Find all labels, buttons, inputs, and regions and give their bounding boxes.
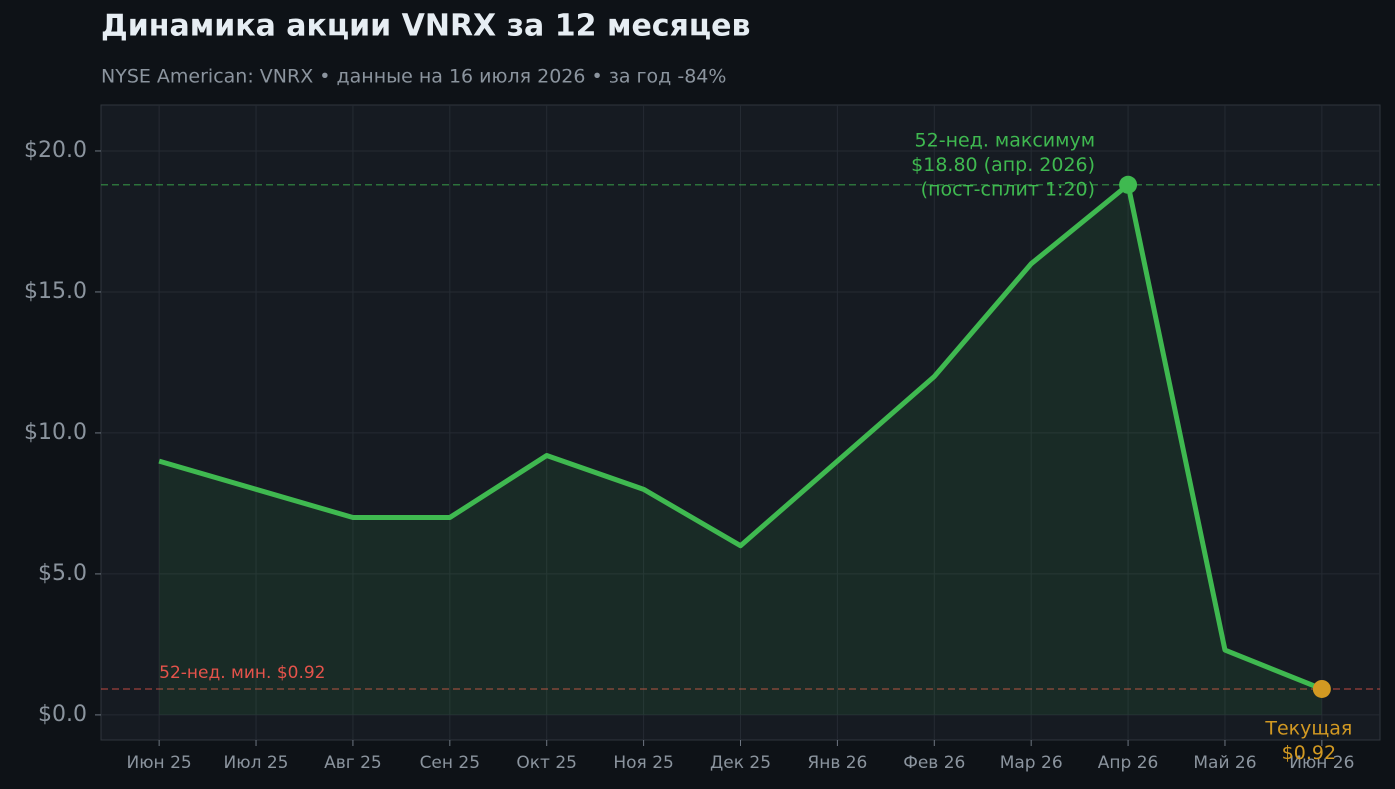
- x-tick-label: Янв 26: [807, 753, 867, 773]
- annotation: 52-нед. максимум: [915, 129, 1096, 151]
- y-tick-label: $15.0: [24, 279, 87, 304]
- chart-title: Динамика акции VNRX за 12 месяцев: [101, 9, 750, 44]
- x-tick-label: Июн 26: [1289, 753, 1354, 773]
- y-tick-label: $0.0: [38, 702, 87, 727]
- y-tick-label: $5.0: [38, 561, 87, 586]
- x-tick-label: Июл 25: [224, 753, 289, 773]
- x-tick-label: Авг 25: [324, 753, 382, 773]
- x-tick-label: Сен 25: [420, 753, 480, 773]
- x-tick-label: Фев 26: [903, 753, 965, 773]
- annotation: (пост-сплит 1:20): [921, 178, 1095, 200]
- annotation: 52-нед. мин. $0.92: [159, 663, 325, 683]
- y-tick-label: $20.0: [24, 138, 87, 163]
- annotation: $18.80 (апр. 2026): [911, 154, 1095, 176]
- x-tick-label: Дек 25: [710, 753, 771, 773]
- x-tick-label: Ноя 25: [613, 753, 673, 773]
- annotation: $0.92: [1282, 742, 1336, 764]
- y-tick-label: $10.0: [24, 420, 87, 445]
- area: [159, 184, 1322, 715]
- x-tick-label: Окт 25: [516, 753, 577, 773]
- point-marker: [1312, 679, 1331, 698]
- chart-subtitle: NYSE American: VNRX • данные на 16 июля …: [101, 66, 726, 88]
- x-tick-label: Июн 25: [127, 753, 192, 773]
- x-tick-label: Мар 26: [1000, 753, 1063, 773]
- x-tick-label: Май 26: [1193, 753, 1256, 773]
- point-marker: [1119, 175, 1138, 194]
- x-tick-label: Апр 26: [1098, 753, 1159, 773]
- annotation: Текущая: [1264, 717, 1352, 739]
